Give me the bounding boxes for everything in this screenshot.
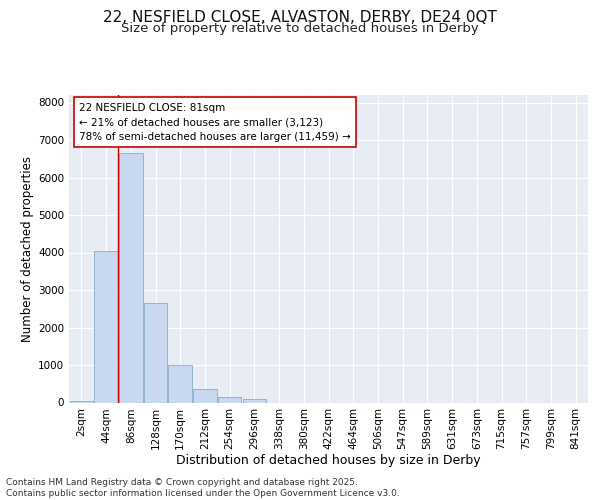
Text: Contains HM Land Registry data © Crown copyright and database right 2025.
Contai: Contains HM Land Registry data © Crown c… — [6, 478, 400, 498]
Bar — [94, 250, 118, 402]
Bar — [193, 390, 217, 402]
Text: 22, NESFIELD CLOSE, ALVASTON, DERBY, DE24 0QT: 22, NESFIELD CLOSE, ALVASTON, DERBY, DE2… — [103, 10, 497, 25]
Bar — [144, 303, 167, 402]
Bar — [70, 400, 93, 402]
Text: 22 NESFIELD CLOSE: 81sqm
← 21% of detached houses are smaller (3,123)
78% of sem: 22 NESFIELD CLOSE: 81sqm ← 21% of detach… — [79, 102, 351, 142]
Text: Size of property relative to detached houses in Derby: Size of property relative to detached ho… — [121, 22, 479, 35]
Bar — [169, 365, 192, 403]
Y-axis label: Number of detached properties: Number of detached properties — [21, 156, 34, 342]
Bar — [119, 153, 143, 402]
Bar — [242, 399, 266, 402]
X-axis label: Distribution of detached houses by size in Derby: Distribution of detached houses by size … — [176, 454, 481, 466]
Bar — [218, 397, 241, 402]
